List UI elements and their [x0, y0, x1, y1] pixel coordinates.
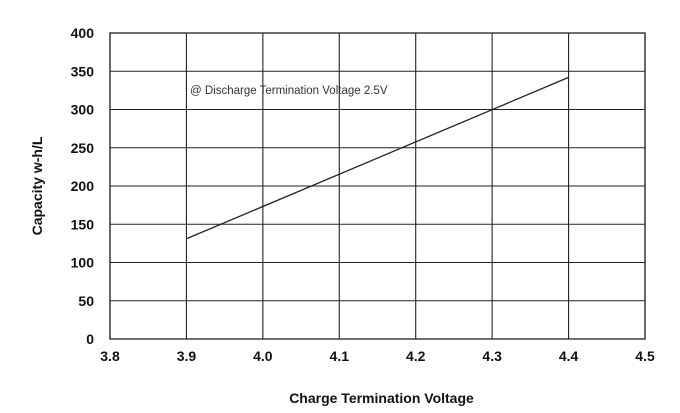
y-tick-label: 400: [71, 25, 95, 41]
y-tick-label: 200: [71, 178, 95, 194]
x-tick-label: 4.3: [482, 348, 502, 364]
x-tick-label: 4.2: [406, 348, 426, 364]
plot-frame: [109, 32, 646, 340]
y-tick-label: 100: [71, 255, 95, 271]
x-tick-labels: 3.8 3.9 4.0 4.1 4.2 4.3 4.4 4.5: [100, 348, 655, 364]
x-tick-label: 4.1: [330, 348, 350, 364]
y-axis-title: Capacity w-h/L: [29, 136, 45, 235]
x-tick-label: 4.4: [559, 348, 579, 364]
x-tick-label: 4.5: [635, 348, 655, 364]
y-tick-label: 50: [78, 293, 94, 309]
y-tick-label: 300: [71, 102, 95, 118]
x-tick-label: 3.8: [100, 348, 120, 364]
y-tick-label: 0: [86, 331, 94, 347]
x-tick-label: 4.0: [253, 348, 273, 364]
series-line: [186, 76, 569, 240]
y-tick-label: 150: [71, 216, 95, 232]
series-lines: [186, 76, 569, 240]
y-tick-label: 250: [71, 140, 95, 156]
y-tick-labels: 0 50 100 150 200 250 300 350 400: [71, 25, 95, 347]
y-tick-label: 350: [71, 63, 95, 79]
x-axis-title: Charge Termination Voltage: [289, 390, 474, 406]
annotation-text: @ Discharge Termination Voltage 2.5V: [190, 85, 388, 97]
x-tick-label: 3.9: [177, 348, 197, 364]
